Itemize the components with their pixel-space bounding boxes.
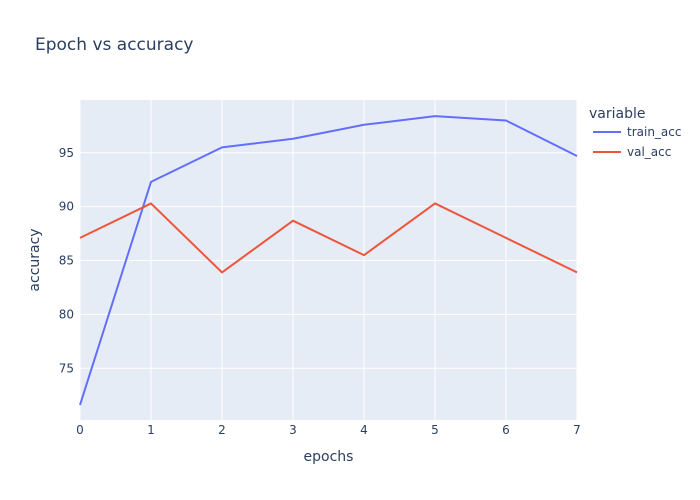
x-tick-label: 0 <box>76 423 84 437</box>
chart-title: Epoch vs accuracy <box>35 35 193 55</box>
legend-item-train_acc[interactable]: train_acc <box>593 125 681 139</box>
x-tick-label: 4 <box>360 423 368 437</box>
x-tick-label: 3 <box>289 423 297 437</box>
x-tick-label: 2 <box>218 423 226 437</box>
legend-title: variable <box>589 106 645 122</box>
legend-label: train_acc <box>627 125 681 139</box>
y-tick-label: 75 <box>59 361 74 375</box>
x-axis-ticks: 0 1 2 3 4 5 6 7 <box>76 423 581 437</box>
x-tick-label: 5 <box>431 423 439 437</box>
y-tick-label: 95 <box>59 146 74 160</box>
y-tick-label: 90 <box>59 200 74 214</box>
series-line-val_acc <box>79 202 578 274</box>
x-tick-label: 7 <box>573 423 581 437</box>
legend-item-val_acc[interactable]: val_acc <box>593 145 671 159</box>
y-tick-label: 80 <box>59 307 74 321</box>
x-tick-label: 6 <box>502 423 510 437</box>
legend-items[interactable]: train_acc val_acc <box>593 125 681 159</box>
legend[interactable]: variable train_acc val_acc <box>589 106 681 159</box>
legend-label: val_acc <box>627 145 671 159</box>
x-axis-title: epochs <box>304 449 354 465</box>
y-axis-title: accuracy <box>27 228 43 291</box>
series-line-train_acc <box>79 115 578 406</box>
series-lines <box>79 115 578 406</box>
gridlines <box>79 100 578 420</box>
x-tick-label: 1 <box>147 423 155 437</box>
plot-area <box>80 100 577 420</box>
y-axis-ticks: 75 80 85 90 95 <box>59 146 74 375</box>
y-tick-label: 85 <box>59 254 74 268</box>
